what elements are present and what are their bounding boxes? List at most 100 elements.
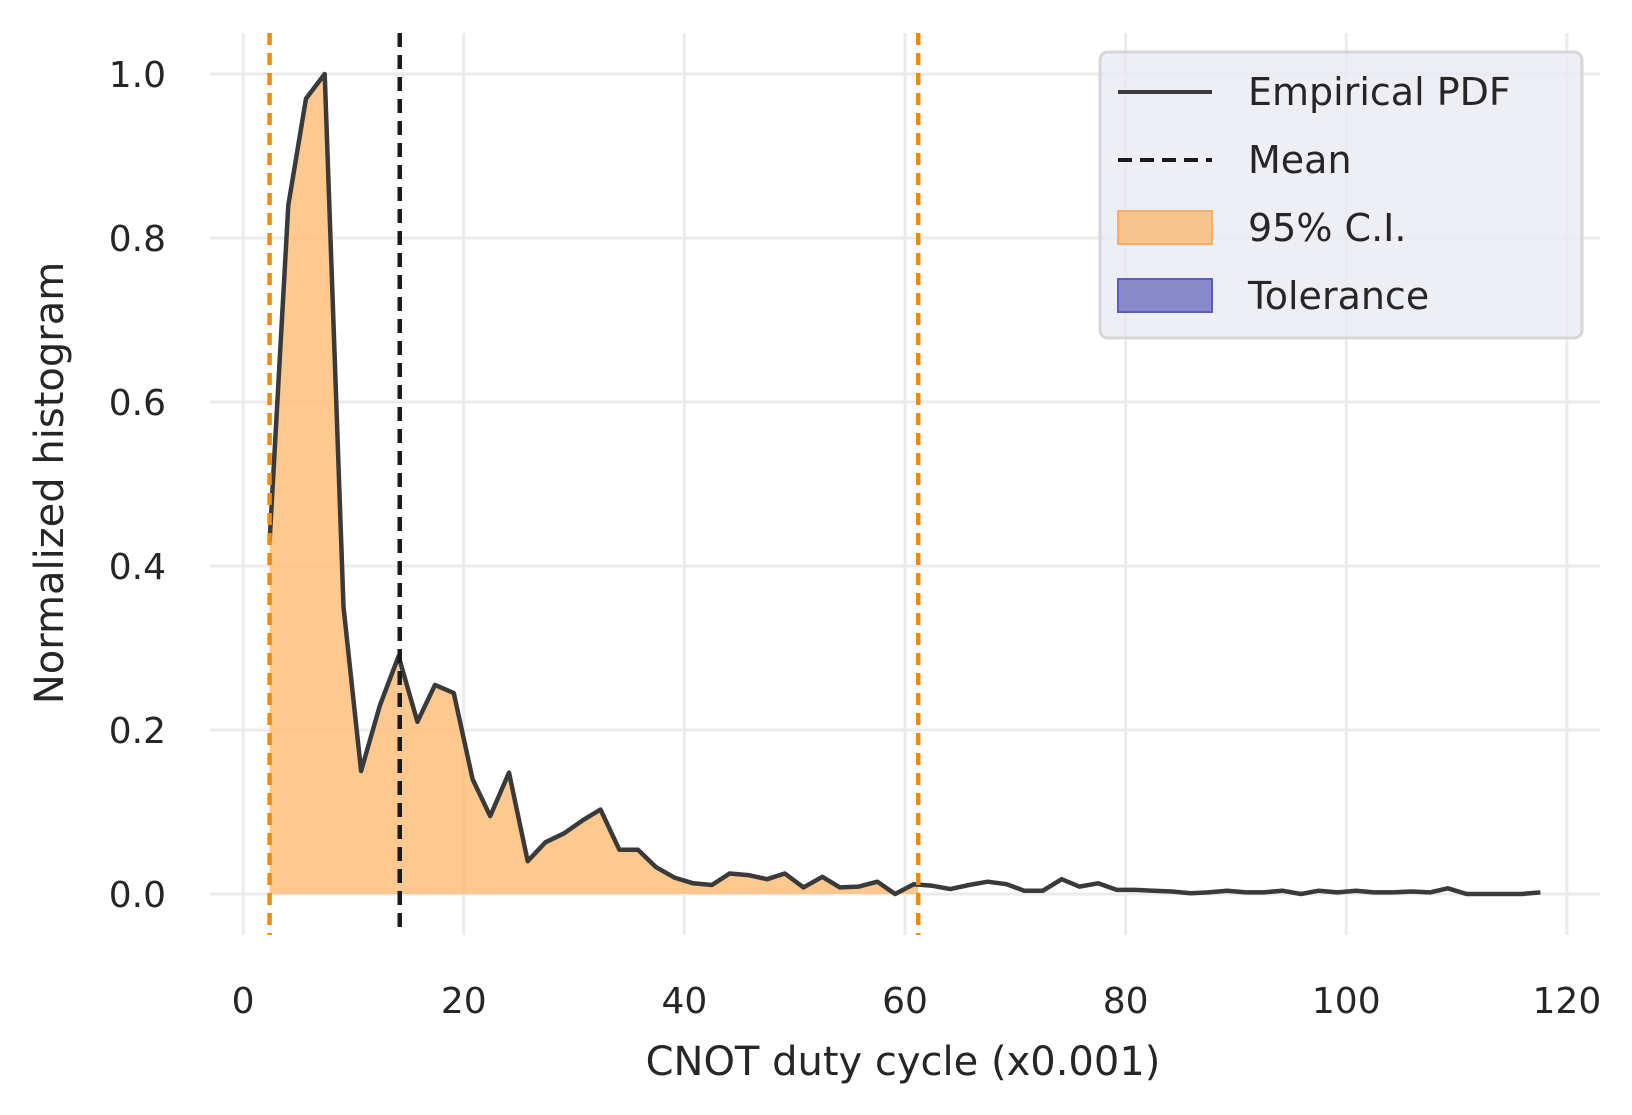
legend-ci-label: 95% C.I. <box>1248 206 1406 250</box>
pdf-point <box>1447 887 1449 889</box>
pdf-point <box>784 873 786 875</box>
pdf-point <box>1023 890 1025 892</box>
pdf-point <box>1484 893 1486 895</box>
pdf-point <box>379 704 381 706</box>
pdf-point <box>472 778 474 780</box>
pdf-point <box>1097 882 1099 884</box>
pdf-point <box>913 883 915 885</box>
pdf-point <box>1502 893 1504 895</box>
pdf-point <box>821 876 823 878</box>
pdf-point <box>527 860 529 862</box>
pdf-point <box>416 721 418 723</box>
pdf-point <box>692 882 694 884</box>
pdf-point <box>766 878 768 880</box>
pdf-point <box>987 881 989 883</box>
legend: Empirical PDF Mean 95% C.I. Tolerance <box>1098 50 1584 340</box>
pdf-point <box>729 873 731 875</box>
pdf-point <box>968 884 970 886</box>
pdf-point <box>655 866 657 868</box>
ci-95-area <box>269 74 919 894</box>
pdf-point <box>1006 883 1008 885</box>
legend-ci-swatch <box>1117 210 1213 245</box>
pdf-point <box>1226 890 1228 892</box>
pdf-point <box>747 874 749 876</box>
x-tick-label: 100 <box>1312 981 1381 1022</box>
legend-tolerance-label: Tolerance <box>1247 274 1429 318</box>
pdf-layer <box>267 71 1541 897</box>
pdf-point <box>1190 892 1192 894</box>
pdf-point <box>673 877 675 879</box>
pdf-point <box>544 841 546 843</box>
pdf-point <box>287 204 289 206</box>
pdf-point <box>1410 891 1412 893</box>
pdf-point <box>1078 886 1080 888</box>
pdf-point <box>876 881 878 883</box>
pdf-point <box>803 886 805 888</box>
y-tick-label: 1.0 <box>109 55 166 96</box>
pdf-point <box>618 849 620 851</box>
pdf-point <box>600 809 602 811</box>
pdf-point <box>932 885 934 887</box>
x-ticks: 0 20 40 60 80 100 120 <box>232 981 1602 1022</box>
legend-box <box>1098 50 1584 340</box>
x-tick-label: 20 <box>441 981 487 1022</box>
pdf-point <box>1355 890 1357 892</box>
pdf-point <box>1429 891 1431 893</box>
y-tick-label: 0.0 <box>109 875 166 916</box>
pdf-point <box>1521 893 1523 895</box>
pdf-point <box>1281 890 1283 892</box>
pdf-point <box>1171 891 1173 893</box>
pdf-point <box>1207 891 1209 893</box>
pdf-point <box>582 819 584 821</box>
pdf-point <box>434 684 436 686</box>
pdf-point <box>324 73 326 75</box>
x-tick-label: 60 <box>882 981 928 1022</box>
empirical-pdf-line <box>267 71 1541 897</box>
pdf-point <box>949 888 951 890</box>
pdf-point <box>489 815 491 817</box>
legend-pdf-label: Empirical PDF <box>1248 70 1511 114</box>
y-axis-label: Normalized histogram <box>27 262 73 704</box>
pdf-point <box>1392 891 1394 893</box>
pdf-point <box>1245 891 1247 893</box>
pdf-point <box>1152 890 1154 892</box>
y-tick-label: 0.8 <box>109 219 166 260</box>
y-tick-label: 0.2 <box>109 711 166 752</box>
pdf-point <box>1061 878 1063 880</box>
pdf-point <box>894 893 896 895</box>
x-tick-label: 120 <box>1533 981 1602 1022</box>
pdf-point <box>343 606 345 608</box>
pdf-point <box>637 849 639 851</box>
y-tick-label: 0.6 <box>109 383 166 424</box>
x-tick-label: 80 <box>1103 981 1149 1022</box>
pdf-point <box>1042 890 1044 892</box>
legend-tolerance-swatch <box>1117 278 1213 313</box>
pdf-point <box>1373 891 1375 893</box>
x-tick-label: 0 <box>232 981 255 1022</box>
y-tick-label: 0.4 <box>109 547 166 588</box>
pdf-point <box>858 886 860 888</box>
pdf-point <box>1466 893 1468 895</box>
pdf-point <box>1318 890 1320 892</box>
pdf-point <box>839 886 841 888</box>
ci-fill-layer <box>269 74 919 894</box>
y-ticks: 0.0 0.2 0.4 0.6 0.8 1.0 <box>109 55 166 916</box>
reference-lines <box>267 33 921 935</box>
pdf-point <box>305 98 307 100</box>
pdf-point <box>1116 889 1118 891</box>
pdf-point <box>1336 891 1338 893</box>
pdf-point <box>453 692 455 694</box>
legend-mean-label: Mean <box>1248 138 1352 182</box>
pdf-point <box>508 772 510 774</box>
pdf-point <box>1539 891 1541 893</box>
pdf-point <box>563 832 565 834</box>
pdf-point <box>711 884 713 886</box>
pdf-point <box>1134 889 1136 891</box>
x-tick-label: 40 <box>661 981 707 1022</box>
x-axis-label: CNOT duty cycle (x0.001) <box>646 1039 1161 1085</box>
pdf-point <box>1300 893 1302 895</box>
pdf-point <box>360 770 362 772</box>
pdf-point <box>1263 891 1265 893</box>
